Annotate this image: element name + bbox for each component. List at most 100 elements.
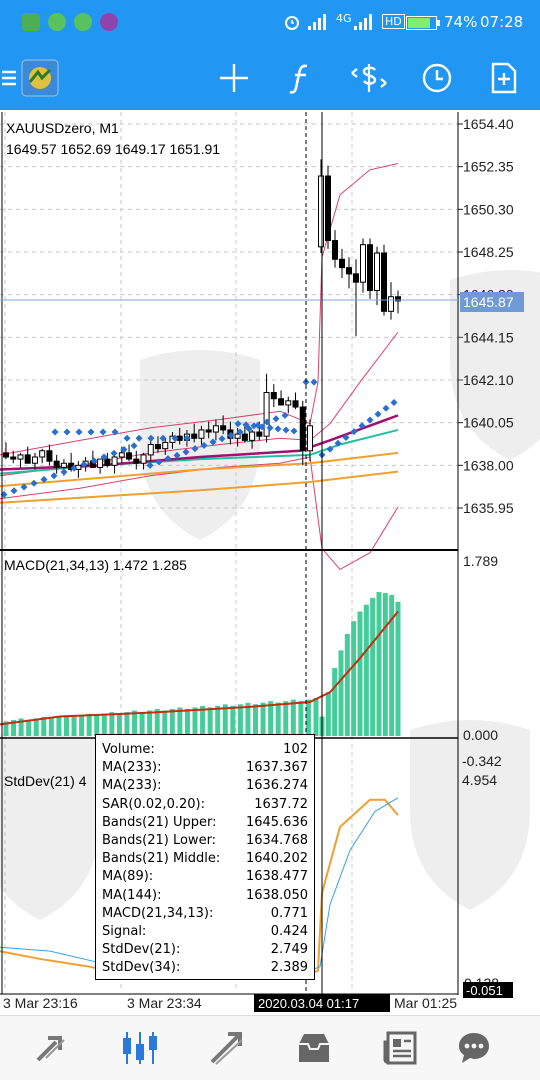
data-window-label: Bands(21) Lower: <box>102 832 217 848</box>
sar-dot <box>342 433 350 441</box>
sar-dot <box>382 404 390 412</box>
macd-histogram-bar <box>298 701 304 736</box>
candle-body <box>205 429 212 433</box>
indicators-button[interactable] <box>279 56 323 100</box>
sar-dot <box>99 428 107 436</box>
history-icon <box>299 1034 329 1062</box>
candle-body <box>299 406 306 452</box>
data-window-value: 2.749 <box>270 942 308 958</box>
candle-body <box>126 452 133 460</box>
data-window-label: MA(89): <box>102 869 154 885</box>
sar-dot <box>80 461 88 469</box>
macd-histogram-bar <box>79 715 85 736</box>
data-window-value: 1637.72 <box>254 796 308 812</box>
new-order-button[interactable] <box>482 56 526 100</box>
nav-news[interactable] <box>378 1028 422 1068</box>
sar-dot <box>250 422 258 430</box>
macd-histogram-bar <box>215 705 221 736</box>
ma233-line-2 <box>0 451 399 488</box>
macd-histogram-bar <box>222 704 228 736</box>
data-window-row: SAR(0.02,0.20): 1637.72 <box>102 796 308 814</box>
macd-histogram-bar <box>290 699 296 736</box>
sar-dot <box>310 378 318 386</box>
macd-histogram-bar <box>162 710 168 736</box>
candle-body <box>285 400 292 406</box>
candle-body <box>388 296 394 312</box>
data-window-value: 0.424 <box>270 923 308 939</box>
macd-histogram-bar <box>26 719 32 736</box>
menu-button[interactable] <box>0 56 34 100</box>
current-price-label: 1645.87 <box>463 294 514 310</box>
sar-dot <box>209 438 217 446</box>
sar-dot <box>242 421 250 429</box>
sar-dot <box>326 445 334 453</box>
macd-histogram-bar <box>305 699 311 736</box>
sar-dot <box>334 439 342 447</box>
sar-dot <box>281 411 289 419</box>
crosshair-button[interactable] <box>212 56 256 100</box>
sar-dot <box>282 426 290 434</box>
sar-dot <box>130 442 138 450</box>
macd-histogram-bar <box>109 712 115 736</box>
nav-trade[interactable] <box>204 1028 248 1068</box>
timeframe-button[interactable] <box>415 56 459 100</box>
bollinger-middle <box>0 331 399 477</box>
candle-body <box>60 462 67 468</box>
sar-dot <box>87 428 95 436</box>
nav-chart[interactable] <box>118 1028 162 1068</box>
trade-button[interactable] <box>347 56 391 100</box>
sar-dot <box>173 451 181 459</box>
sar-dot <box>100 453 108 461</box>
macd-histogram-bar <box>376 592 382 736</box>
macd-histogram-bar <box>124 712 130 736</box>
data-window-row: Bands(21) Lower: 1634.768 <box>102 832 308 850</box>
sar-dot <box>236 428 244 436</box>
macd-histogram-bar <box>56 716 62 736</box>
candle-body <box>395 296 401 302</box>
price-tick-label: 1644.15 <box>463 329 514 345</box>
sar-dot <box>70 464 78 472</box>
macd-tick-zero: 0.000 <box>463 727 498 743</box>
nav-history[interactable] <box>292 1028 336 1068</box>
macd-histogram-bar <box>71 716 77 736</box>
sar-dot <box>120 446 128 454</box>
sar-dot <box>10 487 18 495</box>
candle-body <box>234 433 241 439</box>
data-window-label: SAR(0.02,0.20): <box>102 796 205 812</box>
sar-dot <box>51 428 59 436</box>
candle-body <box>155 444 161 450</box>
app-logo-button[interactable] <box>18 56 62 100</box>
sar-dot <box>164 455 172 463</box>
nav-quotes[interactable] <box>30 1028 74 1068</box>
macd-histogram-bar <box>357 611 363 736</box>
macd-histogram-bar <box>351 621 357 736</box>
sar-dot <box>40 475 48 483</box>
macd-histogram-bar <box>395 601 401 736</box>
data-window-label: MA(233): <box>102 760 162 776</box>
time-tick-label: Mar 01:25 <box>394 995 457 1011</box>
sar-dot <box>227 431 235 439</box>
candle-body <box>53 460 60 468</box>
sar-dot <box>20 483 28 491</box>
data-window-label: MA(233): <box>102 778 162 794</box>
macd-histogram-bar <box>382 593 388 736</box>
macd-histogram-bar <box>268 701 274 736</box>
alarm-icon <box>285 16 299 30</box>
data-window-value: 1636.274 <box>245 778 308 794</box>
candle-body <box>133 458 140 464</box>
sar-dot <box>135 434 143 442</box>
macd-label: MACD(21,34,13) 1.472 1.285 <box>4 557 187 573</box>
chart-area[interactable]: 1654.401652.351650.301648.251646.201644.… <box>0 110 540 1015</box>
wechat-icon <box>48 13 66 31</box>
nav-chat[interactable] <box>452 1028 496 1068</box>
sar-dot <box>90 457 98 465</box>
candle-body <box>307 425 313 452</box>
network-type: 4G <box>336 12 352 25</box>
macd-histogram-bar <box>389 594 395 736</box>
sar-dot <box>390 398 398 406</box>
watermark-shield <box>0 730 100 920</box>
data-window-value: 1638.050 <box>245 887 308 903</box>
macd-histogram-bar <box>63 715 69 736</box>
candle-body <box>318 175 324 248</box>
macd-histogram-bar <box>325 692 331 736</box>
